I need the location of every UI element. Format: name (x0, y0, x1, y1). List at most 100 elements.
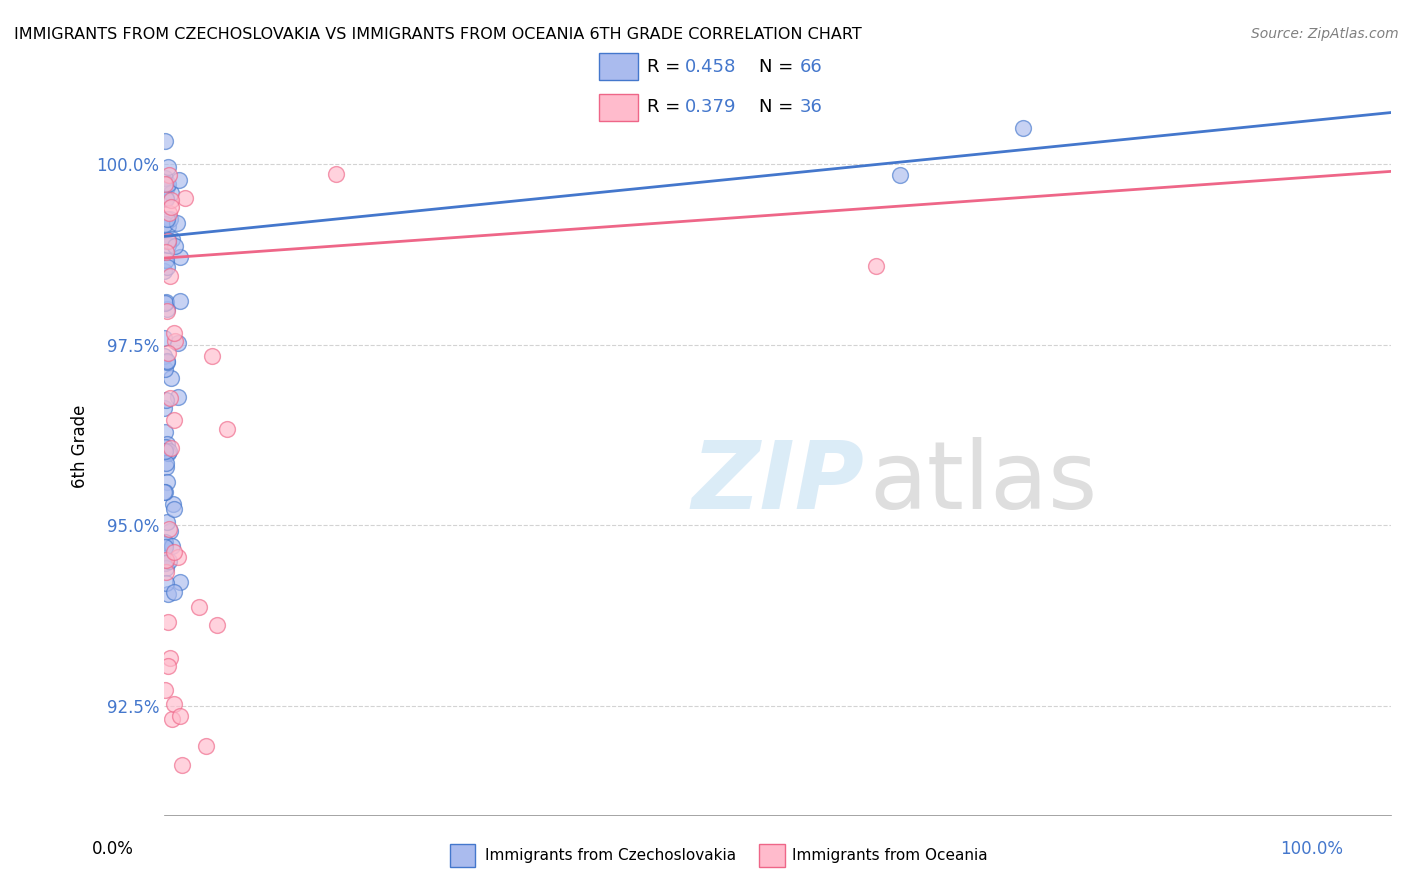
Point (160, 194, 183, 208)
Text: N =: N = (759, 58, 799, 76)
Point (188, 600, 211, 615)
Text: 100.0%: 100.0% (1279, 840, 1343, 858)
Point (163, 334, 186, 348)
Point (157, 587, 180, 601)
Point (163, 326, 186, 340)
Bar (599, 54, 638, 80)
Point (153, 264, 176, 278)
Point (160, 370, 183, 384)
Point (155, 252, 177, 267)
Point (159, 212, 181, 227)
Text: R =: R = (647, 98, 686, 116)
Text: 0.379: 0.379 (685, 98, 737, 116)
Point (165, 238, 187, 252)
Point (865, 260, 887, 274)
Text: R =: R = (647, 58, 686, 76)
Point (155, 191, 177, 205)
Point (160, 539, 183, 553)
Point (169, 709, 191, 723)
Point (157, 522, 180, 536)
Point (155, 540, 177, 554)
Point (160, 186, 183, 200)
Point (166, 216, 188, 230)
Point (157, 615, 180, 630)
Point (325, 167, 347, 181)
Text: atlas: atlas (869, 437, 1098, 529)
Text: ZIP: ZIP (692, 437, 865, 529)
Point (156, 304, 179, 318)
Point (155, 460, 177, 475)
Y-axis label: 6th Grade: 6th Grade (72, 404, 89, 488)
Point (155, 295, 177, 310)
Point (156, 355, 179, 369)
Point (153, 296, 176, 310)
Point (160, 712, 183, 726)
Point (167, 173, 190, 187)
Point (156, 179, 179, 194)
Point (157, 233, 180, 247)
Point (174, 191, 197, 205)
Point (205, 618, 228, 632)
Point (163, 585, 186, 599)
Point (156, 516, 179, 530)
Point (157, 238, 180, 252)
Point (156, 475, 179, 489)
Point (157, 554, 180, 568)
Point (156, 354, 179, 368)
Point (157, 168, 180, 182)
Point (153, 401, 176, 415)
Point (163, 502, 186, 516)
Point (167, 549, 190, 564)
Point (155, 561, 177, 575)
Point (195, 739, 218, 753)
Bar (599, 94, 638, 120)
Point (153, 535, 176, 549)
Point (155, 245, 177, 260)
Point (153, 134, 176, 148)
Point (156, 437, 179, 451)
Point (170, 758, 193, 772)
Point (157, 446, 180, 460)
Point (153, 682, 176, 697)
Point (169, 293, 191, 308)
Point (153, 177, 176, 191)
Text: 66: 66 (800, 58, 823, 76)
Point (157, 219, 180, 233)
Text: N =: N = (759, 98, 799, 116)
Point (153, 331, 176, 345)
Point (155, 192, 177, 206)
Point (163, 413, 186, 427)
Point (156, 211, 179, 226)
Point (1012, 121, 1035, 136)
Text: Immigrants from Oceania: Immigrants from Oceania (792, 848, 987, 863)
Point (155, 456, 177, 470)
Point (153, 443, 176, 458)
Point (160, 200, 183, 214)
Point (166, 390, 188, 404)
Point (159, 268, 181, 283)
Point (159, 524, 181, 538)
Point (153, 556, 176, 570)
Point (157, 444, 180, 458)
Point (153, 425, 176, 439)
Point (156, 160, 179, 174)
Point (157, 658, 180, 673)
Point (163, 697, 186, 711)
Point (162, 497, 184, 511)
Point (155, 484, 177, 499)
Point (155, 392, 177, 407)
Point (162, 232, 184, 246)
Point (153, 170, 176, 185)
Point (156, 301, 179, 316)
Point (153, 440, 176, 454)
Point (155, 575, 177, 590)
Text: Source: ZipAtlas.com: Source: ZipAtlas.com (1251, 27, 1399, 41)
Point (159, 391, 181, 405)
Point (167, 336, 190, 351)
Point (169, 575, 191, 590)
Point (153, 349, 176, 363)
Point (157, 177, 180, 191)
Text: Immigrants from Czechoslovakia: Immigrants from Czechoslovakia (485, 848, 737, 863)
Point (215, 421, 238, 435)
Point (159, 650, 181, 665)
